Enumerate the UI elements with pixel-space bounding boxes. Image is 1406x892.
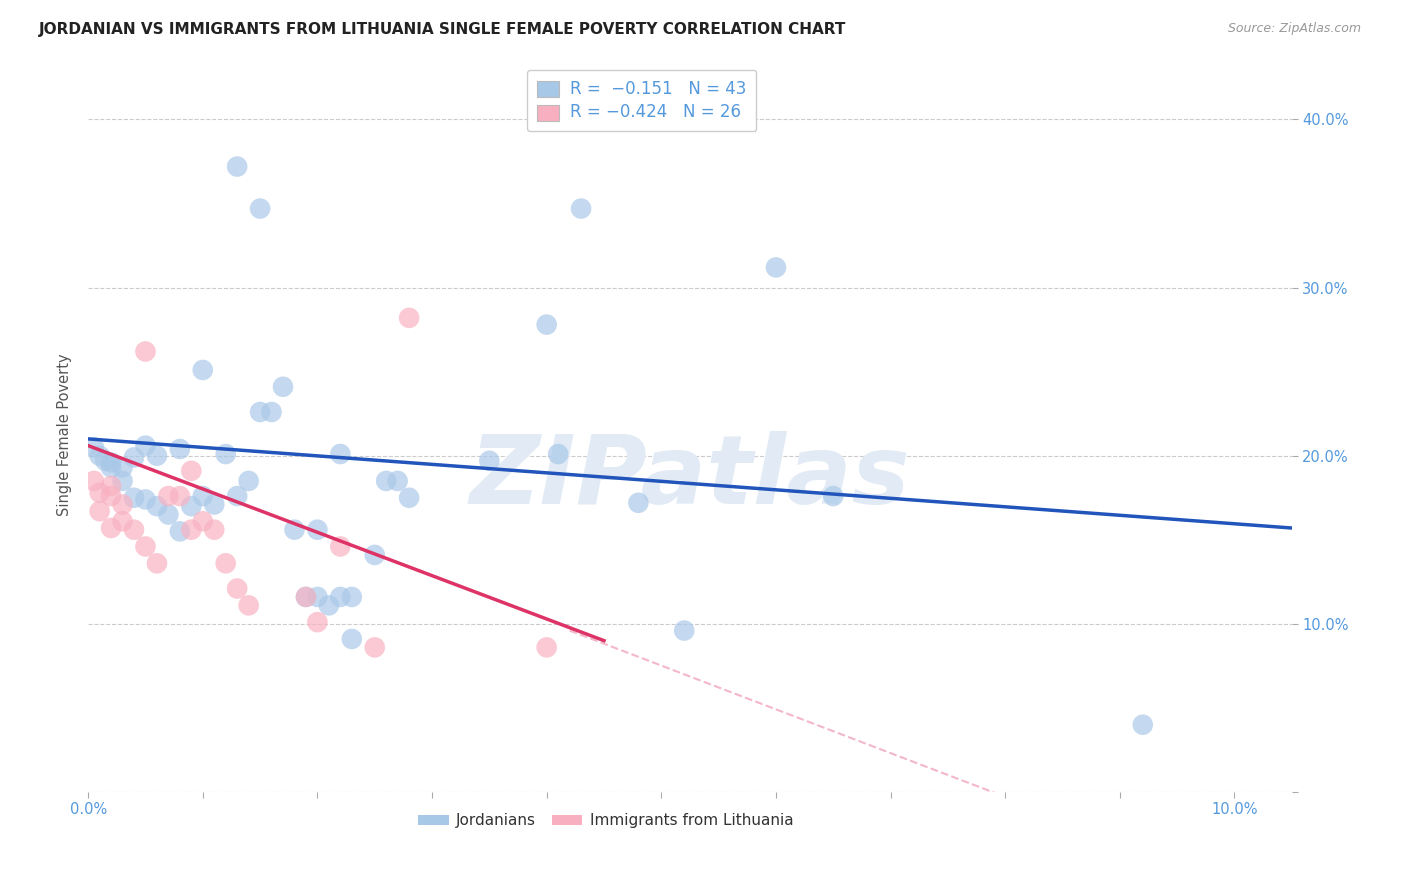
Point <box>169 524 191 539</box>
Point <box>226 582 249 596</box>
Point <box>111 474 134 488</box>
Point <box>100 455 122 469</box>
Point <box>122 523 145 537</box>
Point <box>202 498 225 512</box>
Text: ZIPatlas: ZIPatlas <box>470 431 910 524</box>
Point <box>387 474 409 488</box>
Point <box>146 499 169 513</box>
Point <box>364 640 387 655</box>
Point <box>89 485 111 500</box>
Point <box>134 439 156 453</box>
Point <box>536 318 558 332</box>
Point <box>94 454 117 468</box>
Point <box>191 489 214 503</box>
Point <box>375 474 398 488</box>
Point <box>134 492 156 507</box>
Point <box>307 615 329 629</box>
Point <box>249 202 271 216</box>
Point <box>180 523 202 537</box>
Point <box>673 624 696 638</box>
Point <box>180 464 202 478</box>
Point <box>215 557 238 571</box>
Point <box>307 590 329 604</box>
Point <box>398 310 420 325</box>
Point <box>765 260 787 275</box>
Point <box>823 489 845 503</box>
Point <box>478 454 501 468</box>
Point <box>226 489 249 503</box>
Point <box>226 160 249 174</box>
Point <box>146 449 169 463</box>
Legend: Jordanians, Immigrants from Lithuania: Jordanians, Immigrants from Lithuania <box>412 807 800 834</box>
Point <box>191 363 214 377</box>
Point <box>83 440 105 454</box>
Point <box>111 514 134 528</box>
Point <box>89 504 111 518</box>
Point <box>180 499 202 513</box>
Point <box>111 460 134 475</box>
Point <box>547 447 569 461</box>
Point <box>340 632 363 646</box>
Point <box>283 523 305 537</box>
Point <box>238 599 260 613</box>
Point <box>307 523 329 537</box>
Point <box>249 405 271 419</box>
Point <box>536 640 558 655</box>
Point <box>83 474 105 488</box>
Point <box>329 540 352 554</box>
Point <box>100 521 122 535</box>
Point <box>295 590 318 604</box>
Point <box>238 474 260 488</box>
Point <box>169 489 191 503</box>
Point <box>100 460 122 475</box>
Point <box>111 498 134 512</box>
Point <box>146 557 169 571</box>
Point <box>122 450 145 465</box>
Point <box>89 449 111 463</box>
Point <box>134 344 156 359</box>
Point <box>329 447 352 461</box>
Point <box>191 514 214 528</box>
Point <box>122 491 145 505</box>
Point <box>100 479 122 493</box>
Point <box>157 489 180 503</box>
Point <box>569 202 592 216</box>
Text: Source: ZipAtlas.com: Source: ZipAtlas.com <box>1227 22 1361 36</box>
Point <box>215 447 238 461</box>
Point <box>100 489 122 503</box>
Point <box>329 590 352 604</box>
Point <box>318 599 340 613</box>
Point <box>134 540 156 554</box>
Point <box>398 491 420 505</box>
Point <box>627 496 650 510</box>
Text: JORDANIAN VS IMMIGRANTS FROM LITHUANIA SINGLE FEMALE POVERTY CORRELATION CHART: JORDANIAN VS IMMIGRANTS FROM LITHUANIA S… <box>39 22 846 37</box>
Point <box>202 523 225 537</box>
Point <box>260 405 283 419</box>
Point <box>271 380 294 394</box>
Point <box>157 508 180 522</box>
Point <box>169 442 191 456</box>
Point <box>364 548 387 562</box>
Point <box>1132 717 1154 731</box>
Y-axis label: Single Female Poverty: Single Female Poverty <box>58 353 72 516</box>
Point <box>340 590 363 604</box>
Point <box>295 590 318 604</box>
